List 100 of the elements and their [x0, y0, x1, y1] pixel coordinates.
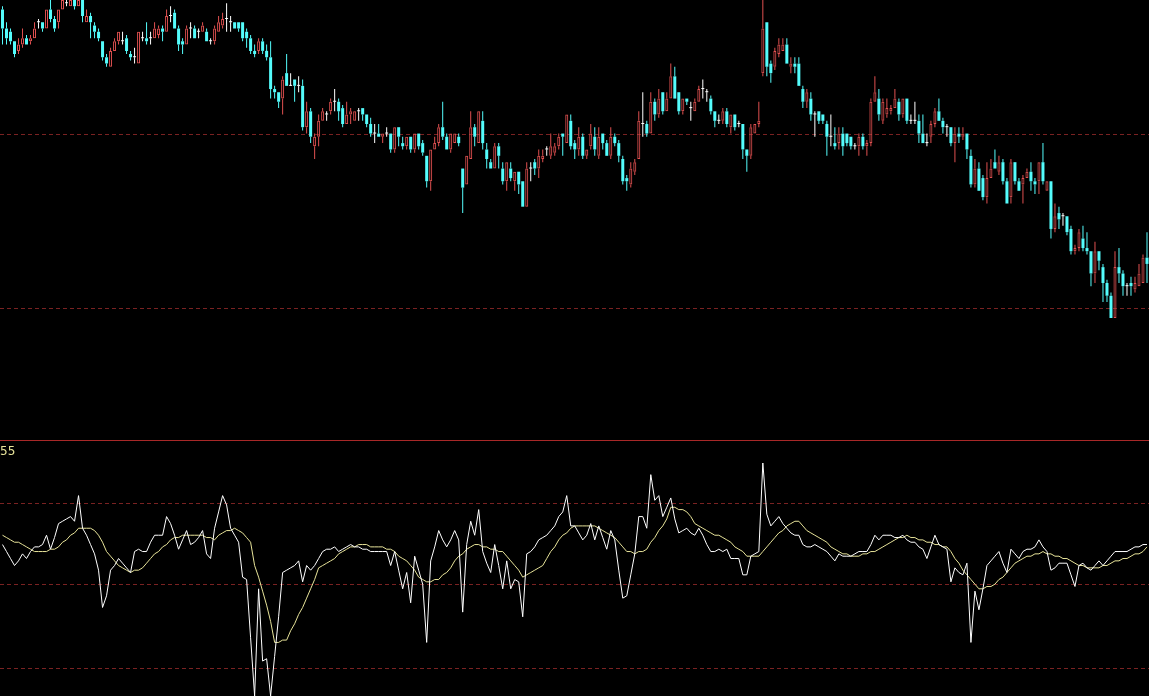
candlestick [529, 162, 533, 182]
candlestick [581, 133, 585, 159]
candlestick [73, 0, 77, 10]
candlestick [613, 133, 617, 147]
candlestick [337, 98, 341, 121]
candlestick [825, 120, 829, 156]
candlestick [369, 117, 373, 137]
candlestick [833, 127, 837, 150]
text: 55 [0, 444, 16, 458]
candlestick [909, 114, 913, 125]
candlestick [425, 155, 429, 188]
candlestick [97, 28, 101, 42]
candlestick [145, 22, 149, 45]
candlestick [621, 155, 625, 185]
candlestick [101, 41, 105, 61]
candlestick [861, 133, 865, 150]
candlestick [969, 149, 973, 188]
candlestick [661, 92, 665, 115]
candlestick [373, 124, 377, 144]
candlestick [125, 34, 129, 55]
candlestick [569, 114, 573, 150]
candlestick [253, 44, 257, 58]
candlestick [189, 22, 193, 39]
candlestick [333, 89, 337, 112]
candlestick [957, 127, 961, 144]
candlestick [509, 162, 513, 182]
candlestick [457, 133, 461, 147]
candlestick [265, 44, 269, 61]
candlestick [497, 143, 501, 169]
candlestick [5, 22, 8, 45]
candlestick [289, 73, 293, 86]
candlestick [849, 136, 853, 150]
candlestick [897, 98, 901, 121]
candlestick [205, 28, 209, 42]
candlestick [53, 15, 57, 32]
candlestick [9, 28, 12, 45]
candlestick [1105, 279, 1109, 303]
candlestick [1, 6, 4, 45]
candlestick [173, 9, 177, 29]
candlestick [1101, 263, 1105, 303]
candlestick [461, 168, 465, 214]
candlestick [913, 101, 917, 125]
candlestick [1029, 162, 1033, 191]
candlestick [193, 25, 197, 39]
candlestick [301, 79, 305, 131]
candlestick [1017, 178, 1021, 191]
candlestick [561, 133, 565, 156]
candlestick [389, 133, 393, 153]
candlestick [617, 139, 621, 163]
candlestick [481, 111, 485, 150]
candlestick [489, 159, 493, 169]
candlestick [809, 92, 813, 121]
candlestick [501, 162, 505, 185]
candlestick [993, 149, 997, 169]
candlestick [1089, 251, 1093, 287]
candlestick [241, 22, 245, 42]
candlestick [361, 108, 365, 121]
candlestick [941, 117, 945, 134]
candlestick [533, 159, 537, 175]
candlestick [1033, 178, 1037, 194]
candlestick [841, 127, 845, 156]
candlestick [277, 92, 281, 109]
candlestick [297, 76, 301, 93]
candlestick [377, 124, 381, 137]
candlestick [601, 133, 605, 150]
candlestick [653, 98, 657, 121]
candlestick [13, 41, 17, 58]
candlestick [593, 127, 597, 156]
candlestick [829, 114, 833, 147]
candlestick [177, 25, 181, 51]
candlestick [917, 114, 921, 144]
candlestick [169, 6, 173, 23]
candlestick [249, 34, 253, 55]
candlestick [1001, 159, 1005, 185]
candlestick [1117, 248, 1121, 284]
candlestick [473, 124, 477, 147]
candlestick [409, 136, 413, 153]
candlestick [81, 0, 85, 23]
candlestick [25, 34, 29, 45]
candlestick [1145, 232, 1149, 284]
candlestick [845, 133, 849, 147]
candlestick [733, 114, 737, 131]
candlestick [765, 22, 769, 77]
candlestick [921, 114, 925, 144]
candlestick [269, 41, 273, 99]
candlestick [1121, 270, 1125, 296]
candlestick [1109, 292, 1113, 318]
candlestick [285, 54, 289, 86]
candlestick [717, 114, 721, 125]
candlestick [785, 38, 789, 64]
candlestick [401, 136, 405, 150]
candlestick [41, 22, 45, 32]
candlestick [713, 111, 717, 128]
candlestick [441, 101, 445, 140]
candlestick [797, 57, 801, 86]
candlestick [905, 98, 909, 125]
candlestick [877, 89, 881, 121]
candlestick [105, 54, 109, 67]
candlestick [1005, 178, 1009, 204]
candlestick [93, 22, 97, 39]
